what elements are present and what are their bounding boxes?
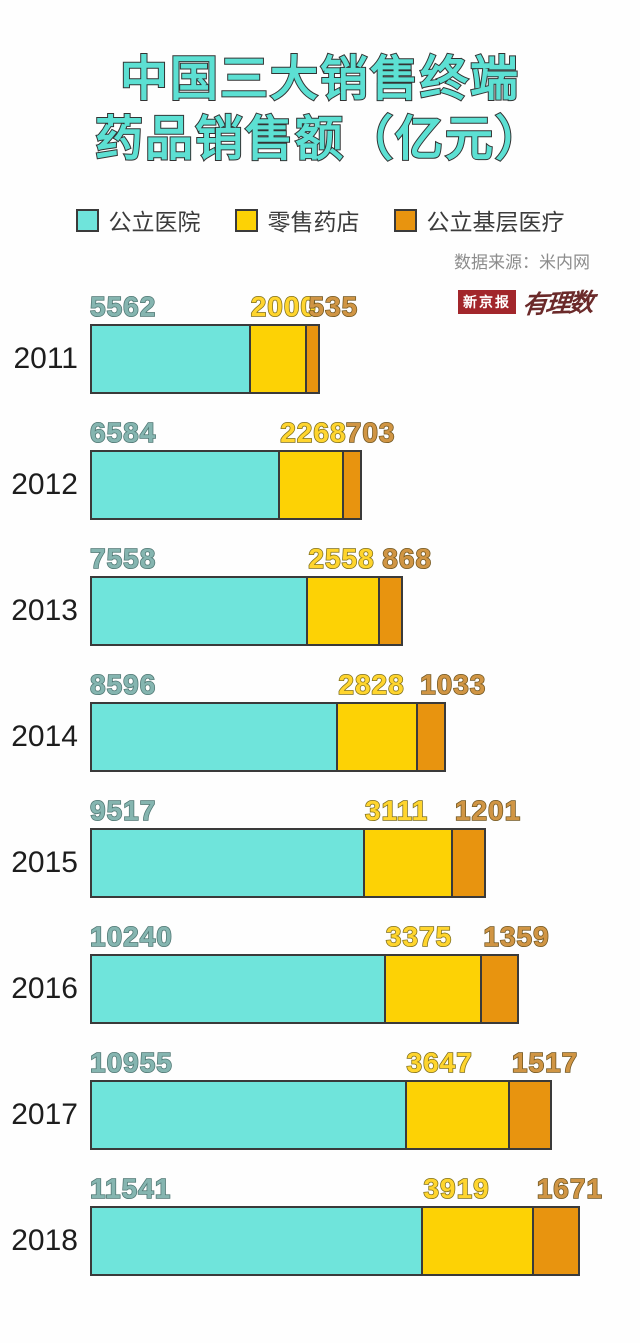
value-label-2018-零售药店: 3919 [423, 1172, 490, 1205]
chart-row-2018: 2018 11541 3919 1671 [0, 1172, 640, 1298]
year-label-2013: 2013 [11, 594, 78, 627]
legend-swatch-0 [75, 208, 99, 232]
bar-2017 [90, 1080, 640, 1150]
bar-segment-2014-公立医院 [90, 702, 338, 772]
bar-segment-2012-公立基层医疗 [342, 450, 362, 520]
bar-segment-2012-零售药店 [278, 450, 344, 520]
year-label-2018: 2018 [11, 1224, 78, 1257]
xinjingbao-logo: 新京报 [457, 290, 516, 314]
bar-2015 [90, 828, 640, 898]
value-label-2012-零售药店: 2268 [279, 416, 347, 449]
chart-row-2014: 2014 8596 2828 1033 [0, 668, 640, 794]
bar-segment-2011-零售药店 [249, 324, 307, 394]
chart-title-line2: 药品销售额（亿元） [94, 112, 545, 167]
bar-2014 [90, 702, 640, 772]
chart-row-2017: 2017 10955 3647 1517 [0, 1046, 640, 1172]
chart-title-line1: 中国三大销售终端 [119, 52, 520, 107]
value-labels-2011: 5562 2000 535 [89, 290, 640, 324]
chart-row-2011: 2011 5562 2000 535 [0, 290, 640, 416]
bar-segment-2018-公立基层医疗 [532, 1206, 580, 1276]
year-label-2011: 2011 [13, 342, 78, 375]
legend-swatch-1 [234, 208, 258, 232]
bar-segment-2012-公立医院 [90, 450, 280, 520]
legend-item-1: 零售药店 [234, 203, 360, 237]
value-label-2018-公立医院: 11541 [89, 1172, 172, 1205]
bar-segment-2014-公立基层医疗 [416, 702, 446, 772]
bar-segment-2011-公立基层医疗 [305, 324, 320, 394]
value-labels-2018: 11541 3919 1671 [89, 1172, 640, 1206]
bar-segment-2017-公立医院 [90, 1080, 407, 1150]
legend-swatch-2 [393, 208, 417, 232]
bar-segment-2013-公立医院 [90, 576, 308, 646]
bar-segment-2018-零售药店 [421, 1206, 534, 1276]
stacked-bar-chart: 2011 5562 2000 535 2012 6584 2268 703 2013 7558 25… [0, 290, 640, 1298]
chart-title: 中国三大销售终端 药品销售额（亿元） [0, 0, 640, 170]
legend-label-2: 公立基层医疗 [426, 209, 565, 235]
value-label-2016-公立基层医疗: 1359 [483, 920, 550, 953]
chart-row-2015: 2015 9517 3111 1201 [0, 794, 640, 920]
bar-segment-2013-零售药店 [306, 576, 380, 646]
legend: 公立医院 零售药店 公立基层医疗 [0, 203, 640, 237]
value-labels-2013: 7558 2558 868 [89, 542, 640, 576]
value-label-2016-零售药店: 3375 [385, 920, 453, 953]
value-label-2017-零售药店: 3647 [406, 1046, 473, 1079]
bar-segment-2015-零售药店 [363, 828, 453, 898]
chart-row-2012: 2012 6584 2268 703 [0, 416, 640, 542]
value-label-2011-零售药店: 2000 [250, 290, 317, 323]
value-label-2012-公立医院: 6584 [89, 416, 157, 449]
value-label-2013-公立基层医疗: 868 [382, 542, 433, 575]
year-label-2014: 2014 [11, 720, 78, 753]
value-label-2011-公立医院: 5562 [89, 290, 157, 323]
value-labels-2016: 10240 3375 1359 [89, 920, 640, 954]
bar-segment-2015-公立医院 [90, 828, 365, 898]
value-label-2013-公立医院: 7558 [89, 542, 157, 575]
value-labels-2015: 9517 3111 1201 [89, 794, 640, 828]
year-label-2015: 2015 [11, 846, 78, 879]
data-source-text: 数据来源：米内网 [454, 253, 590, 272]
value-labels-2012: 6584 2268 703 [89, 416, 640, 450]
value-label-2014-公立医院: 8596 [89, 668, 157, 701]
value-label-2012-公立基层医疗: 703 [345, 416, 396, 449]
value-label-2015-零售药店: 3111 [364, 794, 429, 827]
chart-row-2016: 2016 10240 3375 1359 [0, 920, 640, 1046]
bar-segment-2017-公立基层医疗 [508, 1080, 552, 1150]
bar-segment-2014-零售药店 [336, 702, 418, 772]
value-label-2015-公立医院: 9517 [89, 794, 157, 827]
year-label-2012: 2012 [11, 468, 78, 501]
value-label-2017-公立基层医疗: 1517 [511, 1046, 579, 1079]
value-label-2017-公立医院: 10955 [89, 1046, 173, 1079]
bar-2018 [90, 1206, 640, 1276]
value-labels-2017: 10955 3647 1517 [89, 1046, 640, 1080]
bar-segment-2011-公立医院 [90, 324, 251, 394]
year-label-2016: 2016 [11, 972, 78, 1005]
bar-segment-2016-公立医院 [90, 954, 386, 1024]
legend-item-0: 公立医院 [75, 203, 201, 237]
legend-item-2: 公立基层医疗 [393, 203, 565, 237]
chart-row-2013: 2013 7558 2558 868 [0, 542, 640, 668]
bar-2012 [90, 450, 640, 520]
value-label-2018-公立基层医疗: 1671 [536, 1172, 603, 1205]
legend-label-1: 零售药店 [267, 209, 360, 235]
bar-2013 [90, 576, 640, 646]
value-label-2011-公立基层医疗: 535 [308, 290, 359, 323]
bar-segment-2018-公立医院 [90, 1206, 423, 1276]
value-label-2014-零售药店: 2828 [338, 668, 405, 701]
bar-segment-2013-公立基层医疗 [378, 576, 403, 646]
value-label-2013-零售药店: 2558 [308, 542, 375, 575]
bar-segment-2016-公立基层医疗 [480, 954, 519, 1024]
value-label-2015-公立基层医疗: 1201 [454, 794, 522, 827]
bar-2016 [90, 954, 640, 1024]
bar-segment-2017-零售药店 [405, 1080, 510, 1150]
value-label-2014-公立基层医疗: 1033 [419, 668, 487, 701]
value-label-2016-公立医院: 10240 [89, 920, 173, 953]
legend-label-0: 公立医院 [108, 209, 201, 235]
value-labels-2014: 8596 2828 1033 [89, 668, 640, 702]
year-label-2017: 2017 [11, 1098, 78, 1131]
publisher-logo: 新京报 有理数 [457, 284, 593, 320]
bar-2011 [90, 324, 640, 394]
bar-segment-2016-零售药店 [384, 954, 482, 1024]
bar-segment-2015-公立基层医疗 [451, 828, 486, 898]
